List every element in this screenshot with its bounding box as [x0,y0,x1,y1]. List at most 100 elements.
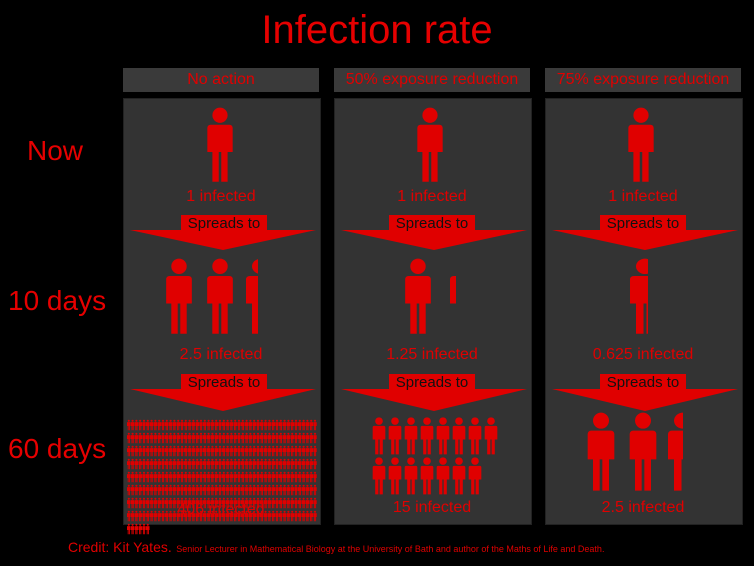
person-icon [134,523,139,535]
spread-arrow [552,389,738,411]
person-icon [267,458,272,470]
person-icon [420,457,434,495]
person-icon [229,432,234,444]
person-icon [203,471,207,483]
person-icon [256,445,260,457]
count-60-days-50-percent: 15 infected [392,499,472,516]
person-icon [260,445,264,457]
count-60-days-75-percent: 2.5 infected [601,499,685,516]
person-icon [241,432,245,444]
person-icon [309,419,313,431]
person-icon [229,458,234,470]
person-icon [282,471,287,483]
person-icon [206,419,211,431]
person-icon [256,419,260,431]
count-10-days-75-percent: 0.625 infected [592,346,694,363]
person-icon [417,107,443,182]
person-icon [484,417,498,455]
person-icon [130,445,135,457]
person-icon [184,445,188,457]
person-icon [275,432,279,444]
person-icon [309,445,313,457]
person-icon [138,419,142,431]
count-now-no-action: 1 infected [186,188,256,205]
person-icon [294,458,298,470]
person-icon [233,471,237,483]
person-icon [248,432,253,444]
person-icon [210,419,215,431]
person-icon [256,484,260,496]
person-icon [244,484,249,496]
spreads-label: Spreads to [181,215,267,233]
person-icon [206,432,211,444]
person-icon [157,471,161,483]
person-icon [176,484,180,496]
person-icon [282,484,287,496]
person-icon [305,445,310,457]
person-icon [166,258,192,334]
person-icon [282,445,287,457]
person-icon [172,484,177,496]
person-icon [225,458,230,470]
person-icon [187,471,192,483]
person-icon [149,458,154,470]
person-icon [279,419,283,431]
person-icon [260,419,264,431]
person-icon [172,432,177,444]
person-icon [161,458,165,470]
person-icon [271,471,275,483]
person-icon [256,432,260,444]
person-icon [237,484,241,496]
person-icon [199,445,203,457]
person-icon [271,484,275,496]
person-icon [233,432,237,444]
person-icon [127,445,131,457]
person-icon [142,471,146,483]
person-icon [165,458,169,470]
credit-name: Credit: Kit Yates. [68,539,172,555]
person-icon [172,445,177,457]
person-icon [309,458,313,470]
person-icon [127,419,131,431]
person-icon [146,471,150,483]
count-10-days-50-percent: 1.25 infected [386,346,478,363]
person-icon [298,458,302,470]
count-60-days-no-action: 406 infected [177,501,265,518]
person-icon [279,432,283,444]
person-icon [134,432,139,444]
person-icon [142,523,146,535]
person-icon [222,445,226,457]
person-icon [165,445,169,457]
person-icon [282,419,287,431]
person-icon [252,445,256,457]
person-icon [218,445,222,457]
person-icon [420,417,434,455]
row-label-now: Now [27,135,84,166]
person-icon [294,419,298,431]
person-icon [165,471,169,483]
person-icon [134,445,139,457]
person-icon [180,458,184,470]
person-icon [153,419,158,431]
person-icon [207,258,233,334]
person-icon [222,432,226,444]
person-icon [134,484,139,496]
person-icon [275,458,279,470]
person-icon [279,471,283,483]
row-label-10-days: 10 days [8,285,107,316]
person-icon [267,471,272,483]
person-icon [146,523,150,535]
person-icon [210,458,215,470]
person-icon [153,484,158,496]
person-icon [187,419,192,431]
person-icon [153,445,158,457]
person-icon [244,419,249,431]
person-icon [127,432,131,444]
person-icon [184,432,188,444]
person-icon [267,432,272,444]
person-icon [298,484,302,496]
person-icon [275,484,279,496]
person-icon [142,419,146,431]
person-icon [301,458,306,470]
